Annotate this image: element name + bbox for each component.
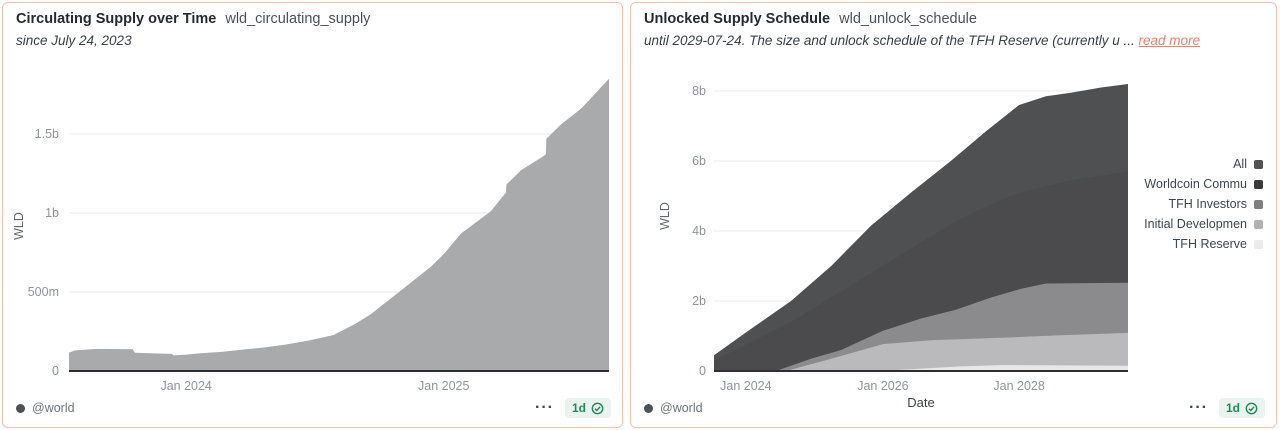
author-handle[interactable]: @world [32,401,75,415]
x-tick-label: Jan 2026 [857,379,908,393]
unlock-schedule-chart: 0 2b 4b 6b 8b Jan 2024 Jan 2026 Jan 2028 WLD Date [658,84,1128,410]
panel-footer: @world ··· 1d [16,398,611,418]
y-tick-label: 500m [28,285,59,299]
circulating-supply-chart: 0 500m 1b 1.5b Jan 2024 Jan 2025 WLD [12,78,609,393]
query-name: wld_circulating_supply [225,11,371,27]
footer-controls: ··· 1d [535,398,611,418]
area-circulating-supply[interactable] [69,78,609,371]
author-block[interactable]: @world [644,401,703,415]
y-tick-label: 2b [692,294,706,308]
author-handle[interactable]: @world [660,401,703,415]
subtitle-text: until 2029-07-24. The size and unlock sc… [644,33,1135,48]
y-tick-label: 8b [692,84,706,98]
legend-item-worldcoin-community[interactable]: Worldcoin Commu [1144,174,1263,194]
legend-item-tfh-investors[interactable]: TFH Investors [1144,194,1263,214]
y-tick-label: 1b [45,206,59,220]
more-options-icon[interactable]: ··· [535,399,554,416]
y-tick-label: 4b [692,224,706,238]
check-circle-icon [591,402,604,414]
panel-title: Unlocked Supply Schedule [644,11,831,27]
legend-item-all[interactable]: All [1144,154,1263,174]
refresh-interval: 1d [571,401,586,415]
panel-header: Circulating Supply over Time wld_circulat… [16,10,612,48]
x-tick-label: Jan 2024 [160,379,211,393]
area-tfh-reserve[interactable] [880,365,1128,371]
legend-swatch [1254,199,1263,209]
legend-swatch [1254,239,1263,249]
author-avatar-icon [644,403,653,413]
y-axis-label: WLD [658,202,672,230]
x-axis-label: Date [907,395,934,410]
author-avatar-icon [16,403,25,413]
refresh-interval: 1d [1225,401,1240,415]
panel-subtitle: until 2029-07-24. The size and unlock sc… [644,33,1266,48]
panel-circulating-supply: Circulating Supply over Time wld_circulat… [2,2,623,428]
panel-unlock-schedule: Unlocked Supply Schedule wld_unlock_sched… [630,2,1277,428]
footer-controls: ··· 1d [1189,398,1265,418]
read-more-link[interactable]: read more [1138,33,1201,48]
query-name: wld_unlock_schedule [839,11,977,27]
x-tick-label: Jan 2025 [418,379,469,393]
more-options-icon[interactable]: ··· [1189,399,1208,416]
refresh-badge[interactable]: 1d [564,398,611,418]
check-circle-icon [1245,402,1258,414]
author-block[interactable]: @world [16,401,75,415]
x-tick-label: Jan 2028 [993,379,1044,393]
area-initial-development[interactable] [786,332,1128,371]
legend-swatch [1254,159,1263,169]
legend-swatch [1254,179,1263,189]
y-axis-label: WLD [12,212,26,240]
y-tick-label: 0 [52,364,59,378]
chart-legend: All Worldcoin Commu TFH Investors Initia… [1144,154,1263,254]
panel-subtitle: since July 24, 2023 [16,33,132,48]
y-tick-label: 1.5b [35,127,59,141]
y-tick-label: 0 [699,364,706,378]
legend-item-initial-development[interactable]: Initial Developmen [1144,214,1263,234]
refresh-badge[interactable]: 1d [1218,398,1265,418]
legend-swatch [1254,219,1263,229]
panel-footer: @world ··· 1d [644,398,1265,418]
panel-title: Circulating Supply over Time [16,11,217,27]
y-tick-label: 6b [692,154,706,168]
panel-header: Unlocked Supply Schedule wld_unlock_sched… [644,10,1266,48]
legend-item-tfh-reserve[interactable]: TFH Reserve [1144,234,1263,254]
x-tick-label: Jan 2024 [720,379,771,393]
